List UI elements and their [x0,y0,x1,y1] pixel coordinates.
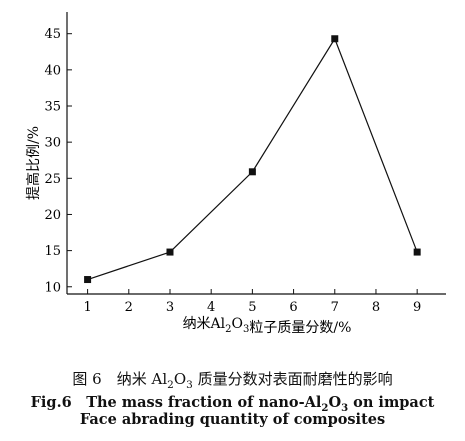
y-tick-label: 45 [44,27,61,42]
x-tick-label: 5 [248,300,256,315]
x-axis-label: 纳米Al2O3粒子质量分数/% [183,316,352,336]
y-tick-label: 10 [44,280,61,295]
y-axis-ticks: 10 15 20 25 30 35 40 45 [44,27,72,295]
x-tick-label: 6 [289,300,297,315]
data-points [84,35,421,284]
data-point [84,276,92,284]
y-tick-label: 35 [44,100,61,115]
y-tick-label: 25 [44,172,61,187]
figure-caption-en-line2: Face abrading quantity of composites [79,411,386,428]
data-point [331,35,339,43]
y-tick-label: 30 [44,136,61,151]
y-tick-label: 15 [44,244,61,259]
y-tick-label: 40 [44,63,61,78]
series-line [87,37,418,281]
data-point [248,168,256,176]
x-tick-label: 8 [372,300,380,315]
x-tick-label: 3 [166,300,174,315]
x-tick-label: 7 [331,300,339,315]
x-axis-ticks: 1 2 3 4 5 6 7 8 9 [83,289,421,315]
y-axis-label: 提高比例/% [25,126,42,200]
x-tick-label: 2 [125,300,133,315]
figure-caption-en-line1: Fig.6 The mass fraction of nano-Al2O3 on… [30,394,435,414]
x-tick-label: 9 [413,300,421,315]
x-tick-label: 4 [207,300,215,315]
figure-caption-cn: 图 6 纳米 Al2O3 质量分数对表面耐磨性的影响 [72,370,393,391]
y-tick-label: 20 [44,208,61,223]
x-tick-label: 1 [83,300,91,315]
data-point [166,248,174,256]
data-point [413,248,421,256]
chart-axes [66,12,446,295]
